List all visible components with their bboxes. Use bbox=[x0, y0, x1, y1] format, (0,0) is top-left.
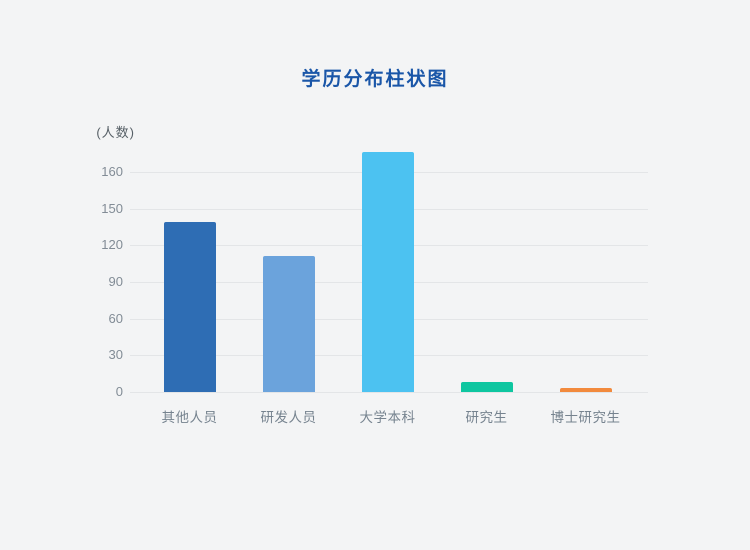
chart-bar bbox=[559, 388, 612, 392]
chart-bar bbox=[163, 221, 216, 392]
x-category-label: 其他人员 bbox=[161, 410, 218, 425]
y-tick-label: 150 bbox=[101, 200, 123, 216]
x-category-label: 博士研究生 bbox=[550, 410, 621, 425]
gridline bbox=[130, 392, 648, 393]
x-category-label: 研究生 bbox=[465, 410, 508, 425]
y-tick-label: 120 bbox=[101, 237, 123, 253]
y-tick-label: 160 bbox=[101, 163, 123, 179]
y-axis-unit-label: (人数) bbox=[96, 125, 135, 140]
y-tick-label: 90 bbox=[108, 273, 123, 289]
y-tick-label: 0 bbox=[115, 384, 123, 399]
chart-title: 学历分布柱状图 bbox=[301, 69, 449, 90]
chart-bar bbox=[361, 152, 414, 392]
x-category-label: 大学本科 bbox=[359, 410, 416, 425]
y-tick-label: 30 bbox=[108, 347, 123, 363]
chart-bar bbox=[460, 382, 513, 392]
y-tick-label: 60 bbox=[108, 310, 123, 326]
chart-bar bbox=[262, 256, 315, 392]
x-category-label: 研发人员 bbox=[260, 410, 317, 425]
